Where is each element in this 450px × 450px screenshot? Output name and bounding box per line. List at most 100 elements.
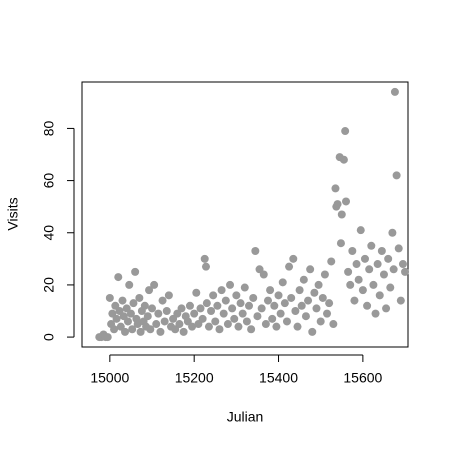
point xyxy=(289,254,298,263)
point xyxy=(320,270,329,279)
point xyxy=(110,325,119,334)
point xyxy=(118,296,127,305)
point xyxy=(373,260,382,269)
point xyxy=(226,280,235,289)
point xyxy=(363,301,372,310)
point xyxy=(217,286,226,295)
point xyxy=(211,317,220,326)
point xyxy=(367,241,376,250)
point xyxy=(240,283,249,292)
point xyxy=(121,327,130,336)
point xyxy=(401,267,410,276)
y-tick-label: 40 xyxy=(41,225,57,241)
point xyxy=(209,291,218,300)
point xyxy=(145,286,154,295)
point xyxy=(175,320,184,329)
y-tick-label: 60 xyxy=(41,173,57,189)
point xyxy=(128,325,137,334)
point xyxy=(342,197,351,206)
point xyxy=(318,293,327,302)
point xyxy=(112,314,121,323)
point xyxy=(114,273,123,282)
point xyxy=(215,325,224,334)
point xyxy=(301,312,310,321)
point xyxy=(333,200,342,209)
point xyxy=(213,301,222,310)
x-axis-title: Julian xyxy=(227,409,264,425)
y-tick-label: 0 xyxy=(41,333,57,341)
point xyxy=(266,286,275,295)
point xyxy=(388,228,397,237)
point xyxy=(261,320,270,329)
point xyxy=(177,304,186,313)
point xyxy=(251,247,260,256)
point xyxy=(354,275,363,284)
point xyxy=(331,184,340,193)
point xyxy=(304,296,313,305)
point xyxy=(135,293,144,302)
point xyxy=(143,312,152,321)
point xyxy=(325,299,334,308)
point xyxy=(341,127,350,136)
point xyxy=(140,301,149,310)
x-tick-label: 15200 xyxy=(175,370,214,386)
point xyxy=(392,171,401,180)
point xyxy=(314,280,323,289)
point xyxy=(259,270,268,279)
point xyxy=(131,267,140,276)
point xyxy=(390,87,399,96)
point xyxy=(358,286,367,295)
plot-box xyxy=(81,81,409,348)
x-tick-label: 15000 xyxy=(90,370,129,386)
point xyxy=(310,288,319,297)
point xyxy=(123,317,132,326)
point xyxy=(263,296,272,305)
point xyxy=(129,299,138,308)
point xyxy=(377,247,386,256)
point xyxy=(192,288,201,297)
point xyxy=(268,314,277,323)
point xyxy=(346,280,355,289)
point xyxy=(162,307,171,316)
point xyxy=(272,322,281,331)
point xyxy=(126,309,135,318)
point xyxy=(386,283,395,292)
point xyxy=(219,309,228,318)
point xyxy=(369,280,378,289)
point xyxy=(276,309,285,318)
point xyxy=(337,210,346,219)
point xyxy=(154,309,163,318)
point xyxy=(201,262,210,271)
point xyxy=(105,293,114,302)
point xyxy=(339,155,348,164)
y-axis-title: Visits xyxy=(5,197,21,230)
point xyxy=(306,265,315,274)
point xyxy=(371,309,380,318)
point xyxy=(312,304,321,313)
point xyxy=(228,304,237,313)
point xyxy=(158,296,167,305)
point xyxy=(291,307,300,316)
point xyxy=(198,314,207,323)
point xyxy=(323,309,332,318)
point xyxy=(270,301,279,310)
point xyxy=(278,278,287,287)
point xyxy=(238,309,247,318)
x-tick-label: 15400 xyxy=(259,370,298,386)
point xyxy=(160,317,169,326)
point xyxy=(204,322,213,331)
point xyxy=(327,257,336,266)
point xyxy=(103,333,112,342)
point xyxy=(356,226,365,235)
point xyxy=(232,291,241,300)
point xyxy=(297,301,306,310)
point xyxy=(253,312,262,321)
point xyxy=(185,301,194,310)
point xyxy=(230,314,239,323)
point xyxy=(148,304,157,313)
point xyxy=(285,262,294,271)
point xyxy=(223,320,232,329)
point xyxy=(396,296,405,305)
point xyxy=(245,301,254,310)
